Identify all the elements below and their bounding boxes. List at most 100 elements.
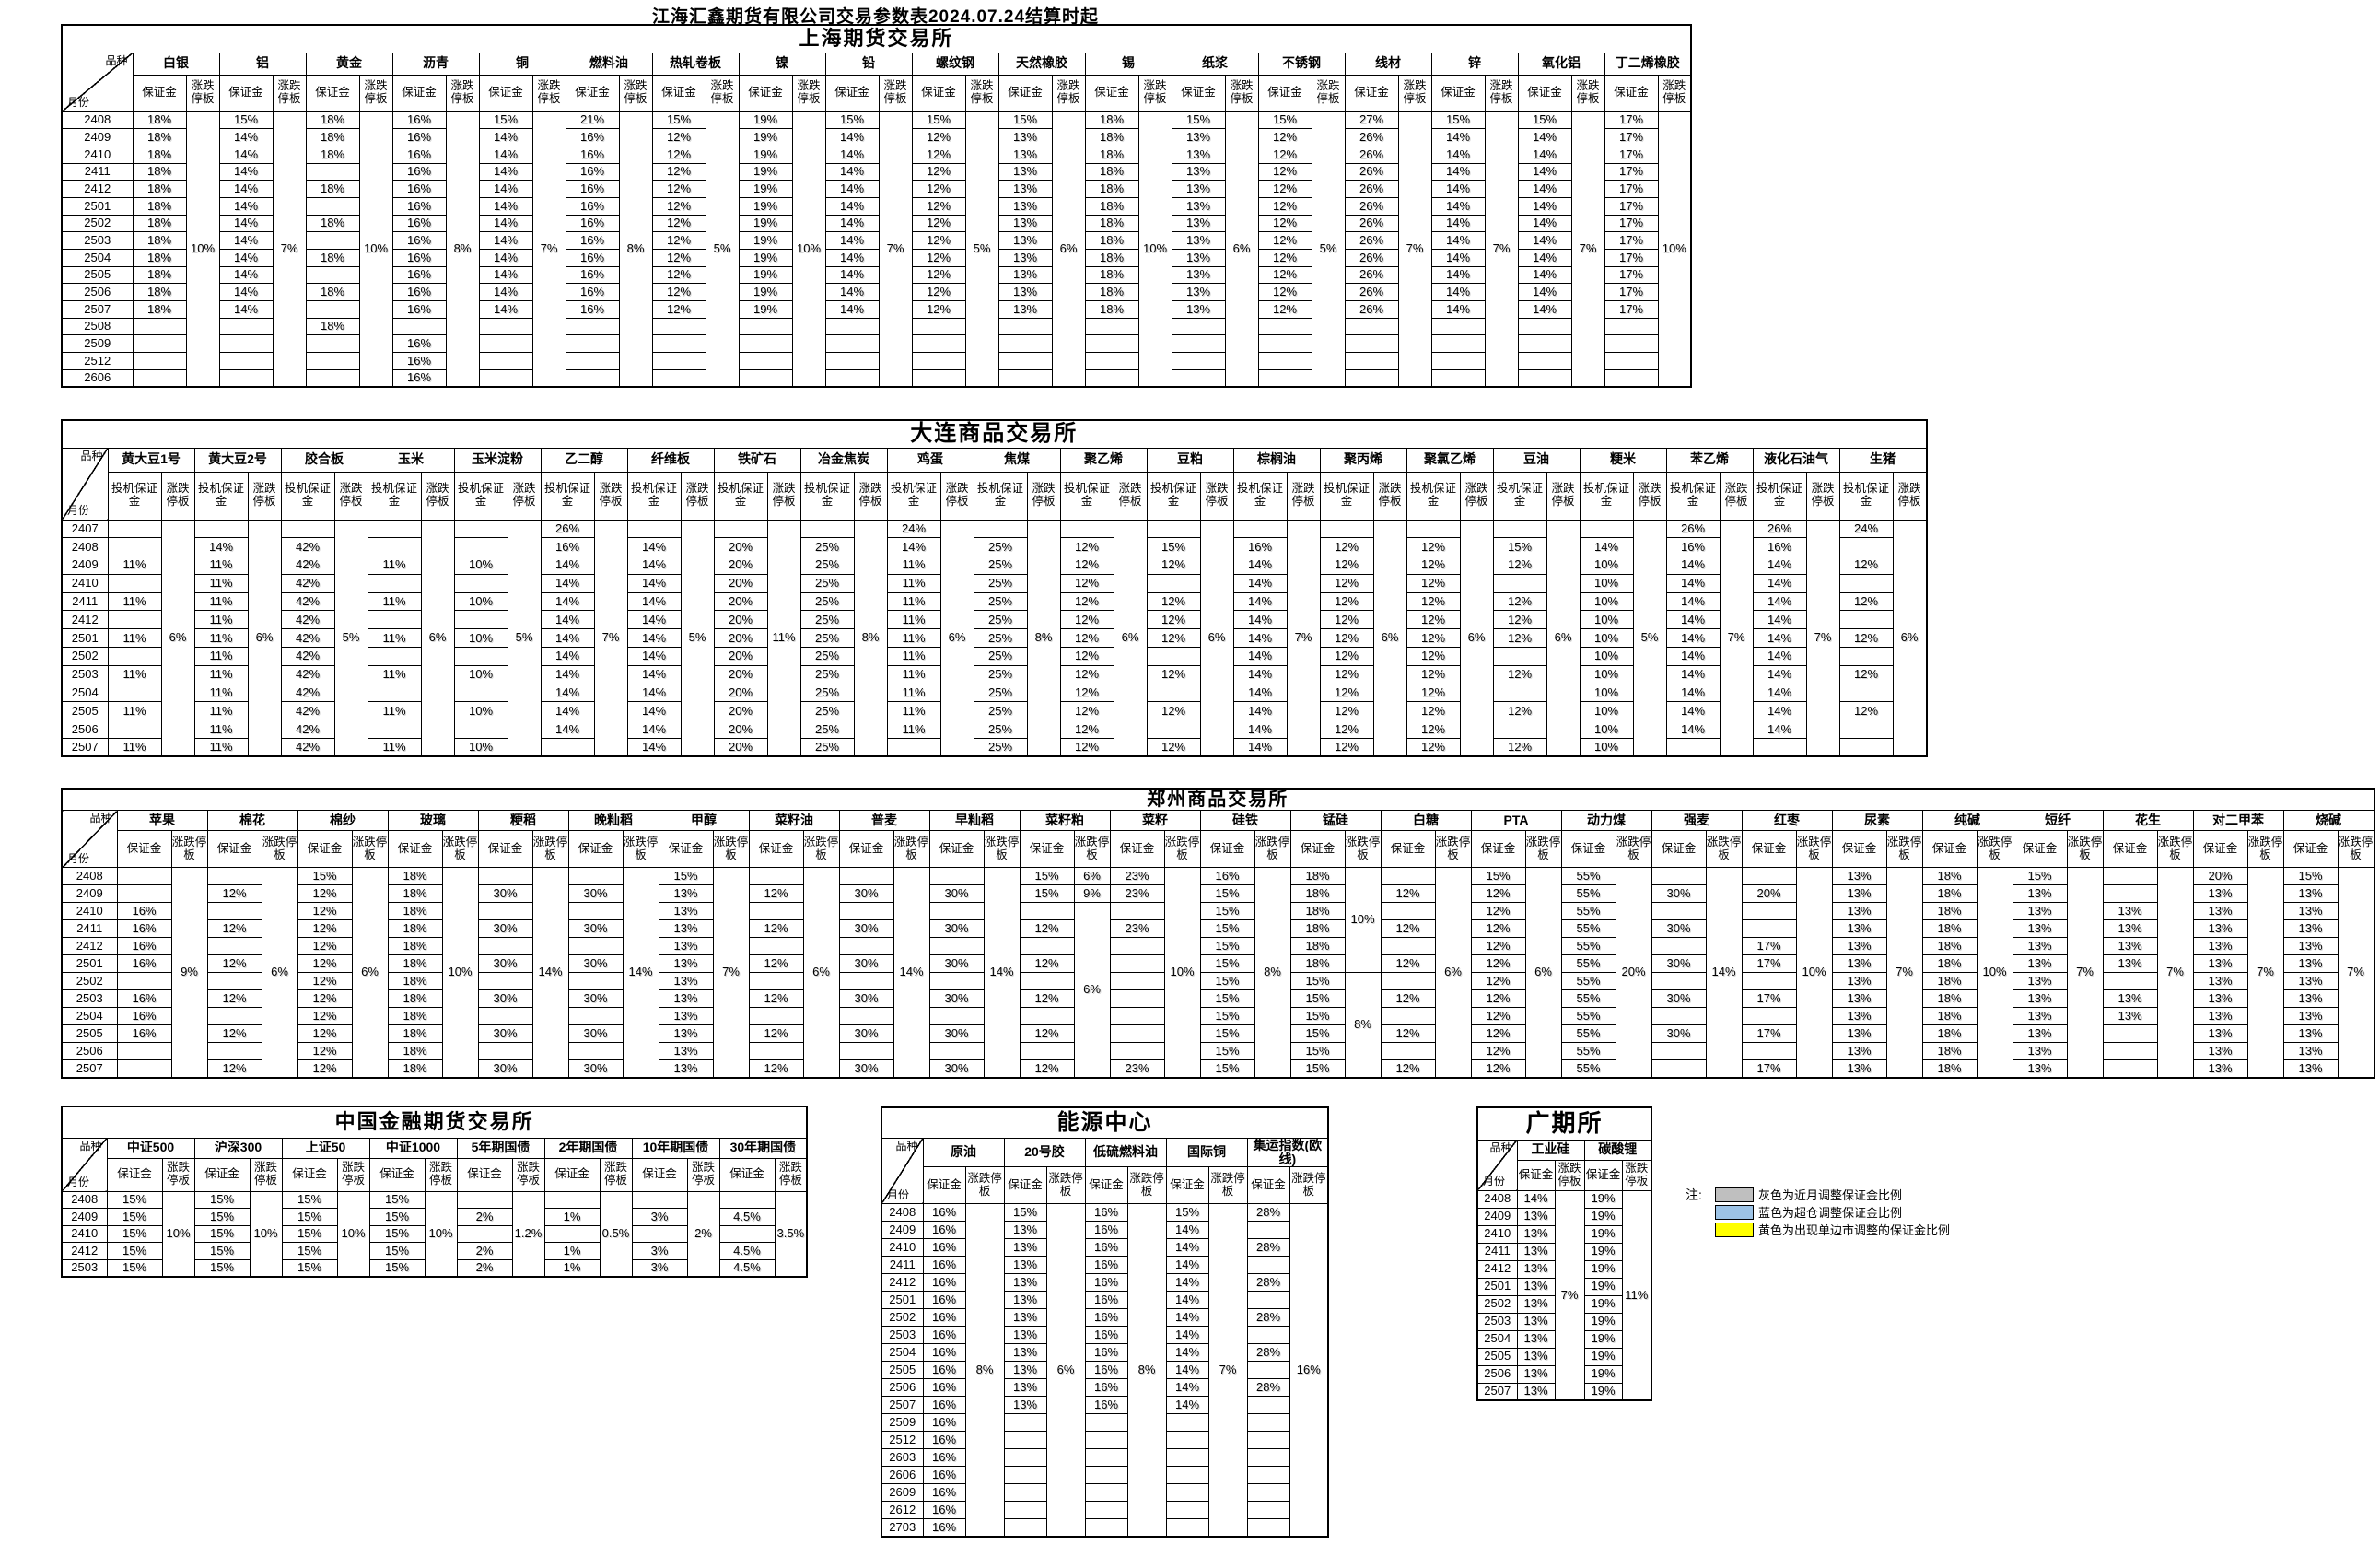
- limit-cell: 7%: [531, 111, 566, 388]
- margin-cell: 17%: [1604, 145, 1659, 164]
- margin-cell: 12%: [1492, 738, 1547, 757]
- margin-cell: 13%: [1003, 1326, 1047, 1345]
- margin-cell: 14%: [1430, 196, 1486, 216]
- margin-cell: [107, 720, 162, 740]
- margin-cell: 14%: [824, 249, 880, 267]
- margin-cell: 13%: [658, 884, 714, 903]
- margin-cell: 18%: [1084, 145, 1139, 164]
- margin-cell: 15%: [1199, 1042, 1255, 1060]
- margin-cell: [799, 519, 855, 539]
- margin-cell: 11%: [107, 556, 162, 575]
- margin-cell: 12%: [297, 1042, 353, 1060]
- month-cell: 2606: [881, 1466, 924, 1485]
- margin-cell: 11%: [107, 591, 162, 612]
- limit-cell: 10%: [249, 1190, 283, 1278]
- margin-cell: 28%: [1246, 1378, 1290, 1398]
- margin-cell: 24%: [1838, 519, 1894, 539]
- margin-cell: 13%: [2102, 954, 2158, 973]
- margin-cell: 10%: [1579, 573, 1634, 593]
- limit-label: 涨跌停板: [1254, 830, 1291, 868]
- margin-cell: 16%: [1084, 1378, 1128, 1398]
- margin-cell: 2%: [456, 1258, 513, 1278]
- margin-cell: 16%: [922, 1326, 966, 1345]
- limit-cell: 6%: [1459, 519, 1494, 757]
- margin-cell: 25%: [973, 556, 1028, 575]
- margin-cell: 26%: [1752, 519, 1807, 539]
- month-cell: 2507: [881, 1396, 924, 1415]
- margin-cell: 12%: [1059, 683, 1114, 703]
- margin-cell: [1003, 1431, 1047, 1450]
- margin-cell: 13%: [2282, 884, 2339, 903]
- margin-cell: 13%: [1003, 1378, 1047, 1398]
- margin-cell: [1517, 334, 1572, 354]
- margin-label: 保证金: [2012, 830, 2068, 868]
- margin-cell: [1651, 1059, 1707, 1078]
- limit-cell: 8%: [964, 1203, 1005, 1538]
- margin-cell: 13%: [2282, 989, 2339, 1008]
- margin-cell: [1084, 1466, 1128, 1485]
- month-cell: 2408: [881, 1203, 924, 1223]
- limit-cell: 14%: [892, 867, 930, 1078]
- margin-cell: 12%: [1319, 664, 1374, 684]
- margin-cell: [1430, 334, 1486, 354]
- margin-cell: 18%: [305, 283, 360, 302]
- margin-cell: 13%: [1831, 972, 1887, 990]
- margin-cell: 13%: [1516, 1294, 1556, 1314]
- margin-cell: [713, 519, 768, 539]
- limit-label: 涨跌停板: [599, 1157, 633, 1192]
- margin-cell: [543, 1190, 601, 1210]
- margin-label: 保证金: [1171, 74, 1226, 112]
- margin-cell: [631, 1190, 688, 1210]
- limit-cell: 7%: [2066, 867, 2104, 1078]
- margin-cell: 30%: [477, 954, 533, 973]
- margin-cell: 12%: [297, 902, 353, 920]
- limit-cell: 5%: [705, 111, 740, 388]
- limit-cell: 10%: [161, 1190, 195, 1278]
- margin-cell: 15%: [193, 1242, 251, 1260]
- limit-label: 涨跌停板: [531, 830, 569, 868]
- month-cell: 2501: [1476, 1277, 1518, 1296]
- margin-cell: 13%: [658, 1007, 714, 1025]
- margin-cell: 11%: [193, 628, 249, 649]
- margin-cell: 30%: [567, 1024, 624, 1043]
- product-header: 沥青: [391, 52, 480, 76]
- margin-cell: 14%: [626, 647, 682, 666]
- margin-cell: [1146, 647, 1201, 666]
- margin-cell: 18%: [387, 972, 443, 990]
- margin-cell: 12%: [206, 884, 262, 903]
- margin-cell: 12%: [1838, 628, 1894, 649]
- margin-cell: 12%: [206, 919, 262, 938]
- margin-cell: [1003, 1466, 1047, 1485]
- margin-cell: 30%: [838, 1024, 894, 1043]
- margin-cell: [748, 1042, 804, 1060]
- margin-cell: 23%: [1109, 884, 1165, 903]
- margin-cell: 12%: [297, 1007, 353, 1025]
- margin-cell: 17%: [1604, 300, 1659, 319]
- margin-cell: [453, 683, 508, 703]
- month-cell: 2507: [61, 1059, 118, 1078]
- margin-cell: [1084, 352, 1139, 370]
- margin-cell: [280, 519, 335, 539]
- margin-cell: 15%: [281, 1224, 338, 1244]
- margin-cell: 14%: [540, 591, 595, 612]
- margin-cell: 15%: [1517, 111, 1572, 130]
- limit-label: 涨跌停板: [964, 1166, 1005, 1205]
- limit-cell: 7%: [712, 867, 750, 1078]
- product-header: 碳酸锂: [1583, 1139, 1652, 1161]
- margin-cell: 3%: [631, 1242, 688, 1260]
- limit-label: 涨跌停板: [712, 830, 750, 868]
- margin-cell: 12%: [911, 283, 966, 302]
- limit-label: 涨跌停板: [964, 74, 999, 112]
- month-cell: 2411: [61, 162, 134, 181]
- margin-cell: 15%: [1199, 902, 1255, 920]
- limit-cell: 7%: [1885, 867, 1923, 1078]
- margin-cell: 13%: [1516, 1207, 1556, 1226]
- margin-cell: 14%: [478, 231, 533, 250]
- margin-cell: 10%: [1579, 720, 1634, 740]
- margin-cell: 42%: [280, 664, 335, 684]
- margin-cell: 10%: [1579, 556, 1634, 575]
- margin-cell: 13%: [1171, 162, 1226, 181]
- corner-month-label: 月份: [67, 504, 90, 518]
- month-cell: 2410: [61, 1224, 108, 1244]
- margin-cell: 30%: [567, 919, 624, 938]
